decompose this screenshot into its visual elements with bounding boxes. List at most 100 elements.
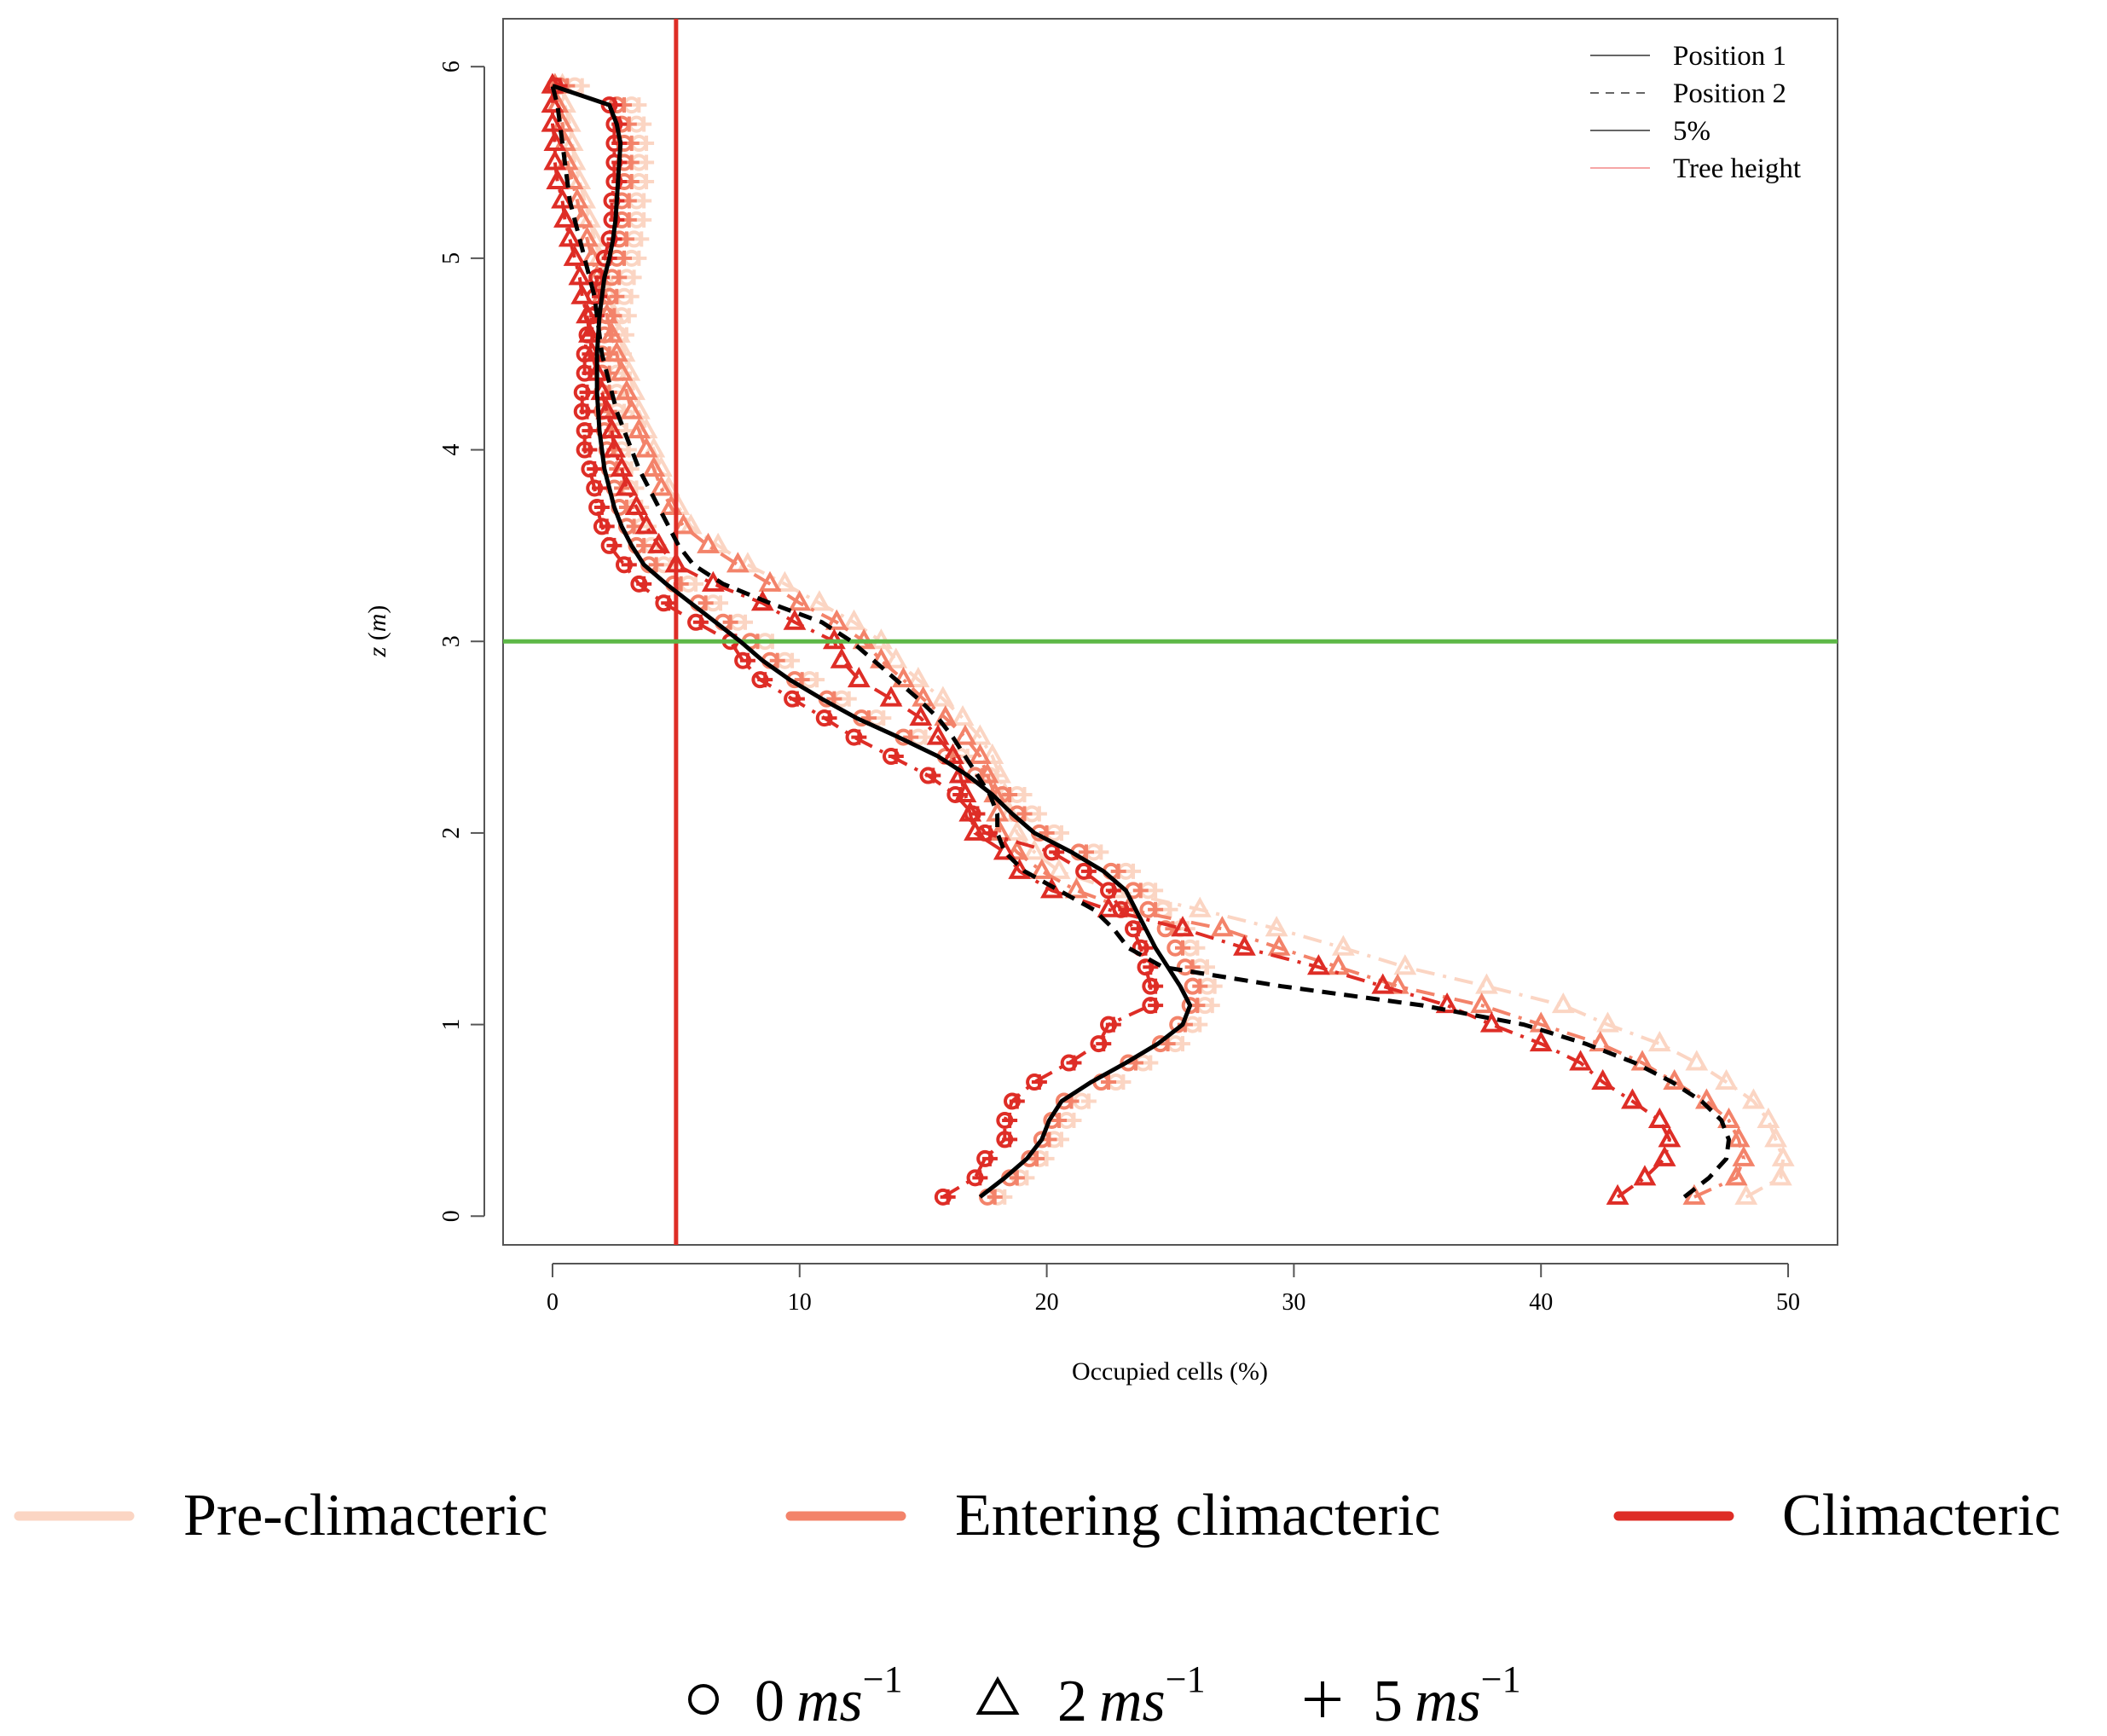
x-tick-label-0: 0 <box>547 1289 559 1316</box>
pre-climacteric-2-m-s-point-5 <box>1742 1088 1765 1109</box>
position-lines <box>550 84 1731 1199</box>
y-tick-label-1: 1 <box>438 1019 465 1031</box>
legend-pre-climacteric-label: Pre-climacteric <box>183 1483 548 1548</box>
y-tick-label-6: 6 <box>438 61 465 72</box>
pre-climacteric-5-m-s-point-28 <box>784 652 801 668</box>
climacteric-5-m-s-point-36 <box>593 499 610 515</box>
pre-climacteric-5-m-s-point-7 <box>1143 1055 1159 1071</box>
entering-climacteric-2-m-s-point-13 <box>1267 935 1291 956</box>
pre-climacteric-2-m-s-point-28 <box>884 647 908 668</box>
entering-climacteric-2-m-s-point-39 <box>634 437 658 458</box>
pre-climacteric-5-m-s-point-24 <box>917 729 934 745</box>
x-tick-label-30: 30 <box>1282 1289 1305 1316</box>
climacteric-2-m-s-point-36 <box>625 494 648 515</box>
entering-climacteric-5-m-s-point-2 <box>1029 1150 1045 1166</box>
entering-climacteric-2-m-s-point-41 <box>620 398 644 420</box>
pre-climacteric-5-m-s-point-57 <box>631 97 647 113</box>
pre-climacteric-2-m-s-point-19 <box>1005 819 1029 841</box>
climacteric-2-m-s-point-26 <box>879 686 903 707</box>
entering-climacteric-5-m-s-point-35 <box>626 518 642 535</box>
pre-climacteric-2-m-s-point-32 <box>773 570 796 592</box>
climacteric-5-m-s-point-7 <box>1066 1055 1082 1071</box>
pre-climacteric-5-m-s-point-32 <box>688 576 704 592</box>
y-axis-paren-close: ) <box>363 605 391 614</box>
entering-climacteric-2-m-s-point-50 <box>576 226 599 247</box>
entering-climacteric-5-m-s-point-48 <box>611 269 628 286</box>
legend-wind-0: 0 ms−1 <box>755 1658 903 1734</box>
climacteric-5-m-s-point-38 <box>587 461 603 477</box>
climacteric-2-m-s-point-54 <box>543 149 567 171</box>
climacteric-5-m-s-point-15 <box>1118 901 1134 917</box>
pre-climacteric-5-m-s-point-46 <box>621 308 637 324</box>
legend-position-2-label: Position 2 <box>1673 78 1786 109</box>
entering-climacteric-2-m-s-point-31 <box>788 590 812 611</box>
entering-climacteric-5-m-s-point-49 <box>616 250 633 266</box>
pre-climacteric-5-m-s-point-47 <box>623 288 640 304</box>
entering-climacteric-2-m-s-point-33 <box>726 552 750 573</box>
climacteric-2-m-s-point-56 <box>541 111 564 132</box>
legend-plus-marker <box>1305 1681 1340 1717</box>
climacteric-2-m-s-point-38 <box>610 455 634 477</box>
y-tick-label-0: 0 <box>438 1210 465 1222</box>
climacteric-2-m-s-point-37 <box>615 475 639 496</box>
entering-climacteric-2-m-s-point-17 <box>1030 858 1054 879</box>
entering-climacteric-5-m-s-point-44 <box>601 346 617 362</box>
pre-climacteric-5-m-s-point-9 <box>1192 1016 1208 1033</box>
pre-climacteric-5-m-s-point-8 <box>1174 1036 1190 1052</box>
climacteric-2-m-s-point-28 <box>830 647 854 668</box>
climacteric-2-m-s-point-40 <box>600 417 623 439</box>
entering-climacteric-5-m-s-point-4 <box>1051 1112 1068 1128</box>
climacteric-2-m-s-point-10 <box>1435 992 1459 1014</box>
pre-climacteric-5-m-s-point-16 <box>1148 882 1164 899</box>
pre-climacteric-2-m-s-point-27 <box>906 667 930 688</box>
pre-climacteric-5-m-s-point-6 <box>1115 1074 1132 1091</box>
climacteric-5-m-s-point-17 <box>1080 863 1097 879</box>
climacteric-5-m-s-point-20 <box>970 806 986 822</box>
climacteric-5-m-s-point-6 <box>1031 1074 1047 1091</box>
y-tick-label-2: 2 <box>438 827 465 839</box>
climacteric-5-m-s-point-31 <box>661 595 677 611</box>
pre-climacteric-5-m-s-point-26 <box>841 691 857 707</box>
climacteric-2-m-s-point-30 <box>783 609 807 630</box>
entering-climacteric-5-m-s-point-15 <box>1148 901 1164 917</box>
pre-climacteric-5-m-s-point-21 <box>1016 786 1033 802</box>
legend-wind-0-unit: ms <box>796 1669 863 1734</box>
y-tick-label-group-2: 2 <box>438 827 465 839</box>
wind-legend: 0 ms−1 2 ms−1 5 ms−1 <box>688 1658 1521 1734</box>
entering-climacteric-5-m-s-point-47 <box>609 288 625 304</box>
climacteric-2-m-s-point-19 <box>964 819 987 841</box>
legend-wind-2-value: 2 <box>1057 1669 1087 1734</box>
entering-climacteric-5-m-s-point-16 <box>1132 882 1149 899</box>
climacteric-5-m-s-point-34 <box>606 537 622 553</box>
climacteric-2-m-s-point-48 <box>568 264 592 286</box>
climacteric-2-m-s-point-27 <box>847 667 871 688</box>
pre-climacteric-2-m-s-point-14 <box>1265 916 1288 937</box>
climacteric-5-m-s-point-16 <box>1105 882 1121 899</box>
entering-climacteric-5-m-s-point-1 <box>1009 1170 1025 1186</box>
entering-climacteric-2-m-s-point-23 <box>968 743 992 765</box>
pre-climacteric-2-m-s-point-0 <box>1734 1183 1758 1205</box>
climacteric-2-m-s-point-52 <box>551 188 574 209</box>
x-tick-label-50: 50 <box>1776 1289 1800 1316</box>
pre-climacteric-5-m-s-point-12 <box>1199 959 1215 975</box>
pre-climacteric-2-m-s-point-30 <box>842 609 865 630</box>
entering-climacteric-5-m-s-point-6 <box>1101 1074 1117 1091</box>
pre-climacteric-5-m-s-point-53 <box>639 173 655 189</box>
pre-climacteric-2-m-s-point-9 <box>1596 1011 1619 1033</box>
climacteric-2-m-s-point-39 <box>603 437 626 458</box>
y-tick-label-group-1: 1 <box>438 1019 465 1031</box>
pre-climacteric-5-m-s-point-19 <box>1053 825 1069 841</box>
legend-wind-0-exp: −1 <box>863 1658 903 1700</box>
pre-climacteric-5-m-s-point-48 <box>626 269 642 286</box>
entering-climacteric-5-m-s-point-17 <box>1110 863 1126 879</box>
climacteric-2-m-s-point-50 <box>558 226 582 247</box>
legend-circle-marker <box>688 1684 719 1715</box>
climacteric-5-m-s-point-0 <box>940 1189 956 1205</box>
entering-climacteric-5-m-s-point-33 <box>648 557 664 573</box>
entering-climacteric-2-m-s-point-52 <box>565 188 589 209</box>
pre-climacteric-2-m-s-point-20 <box>998 801 1022 822</box>
entering-climacteric-2-m-s-point-10 <box>1470 992 1494 1014</box>
y-axis-var: z <box>363 646 391 657</box>
pre-climacteric-2-m-s-point-26 <box>931 686 955 707</box>
